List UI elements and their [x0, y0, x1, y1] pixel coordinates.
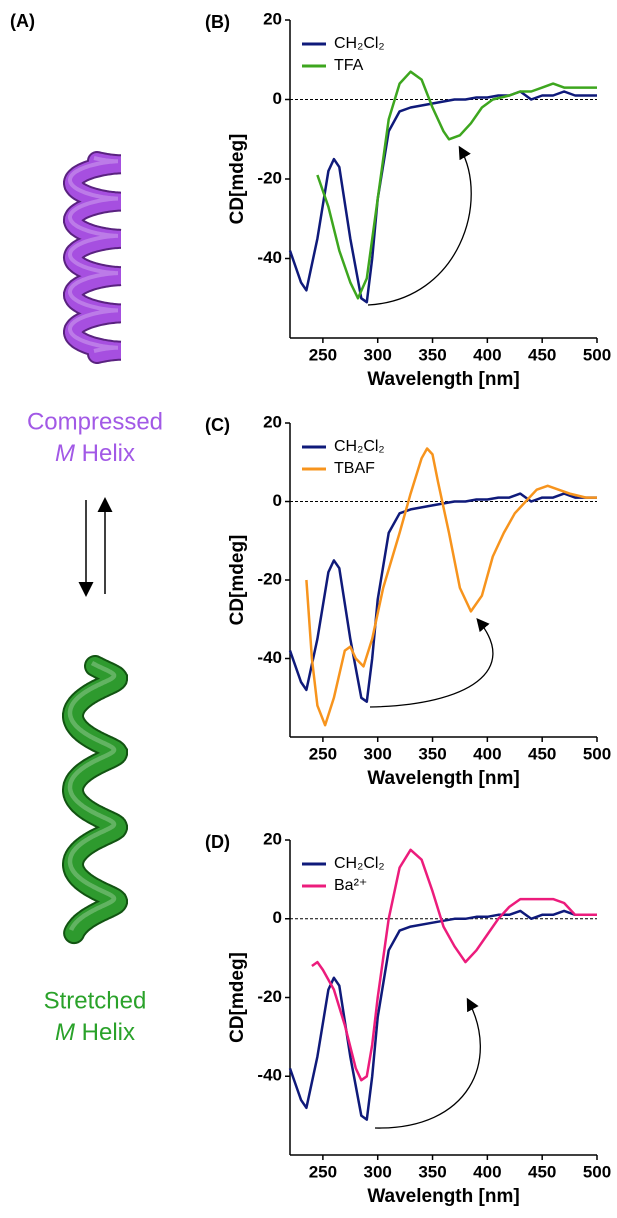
- y-tick-label: 0: [273, 89, 282, 108]
- y-axis-label: CD[mdeg]: [227, 952, 248, 1043]
- x-tick-label: 250: [309, 744, 337, 763]
- x-tick-label: 400: [473, 345, 501, 364]
- y-tick-label: -20: [257, 168, 282, 187]
- y-tick-label: 0: [273, 908, 282, 927]
- x-tick-label: 500: [583, 345, 611, 364]
- y-tick-label: 0: [273, 491, 282, 510]
- data-line: [288, 90, 597, 304]
- x-tick-label: 450: [528, 744, 556, 763]
- annotation-arrow: [369, 618, 494, 708]
- helix-tube: [64, 153, 121, 362]
- x-tick-label: 300: [364, 744, 392, 763]
- legend-label: CH₂Cl₂: [334, 855, 385, 872]
- helix-label: Helix: [82, 440, 135, 467]
- compressed-helix: [62, 151, 122, 364]
- helix-tube: [64, 657, 126, 943]
- y-tick-label: -40: [257, 1066, 282, 1085]
- x-tick-label: 250: [309, 345, 337, 364]
- x-tick-label: 400: [473, 1162, 501, 1181]
- y-tick-label: -40: [257, 648, 282, 667]
- x-tick-label: 400: [473, 744, 501, 763]
- x-tick-label: 350: [418, 345, 446, 364]
- panel-label: (B): [205, 12, 230, 32]
- legend-label: CH₂Cl₂: [334, 438, 385, 455]
- data-line: [305, 447, 597, 727]
- x-axis-label: Wavelength [nm]: [367, 1186, 519, 1207]
- y-tick-label: -20: [257, 987, 282, 1006]
- x-tick-label: 450: [528, 1162, 556, 1181]
- legend-label: TBAF: [334, 460, 375, 477]
- stretched-helix: [62, 655, 128, 945]
- helix-label: M: [55, 1019, 75, 1046]
- legend-label: CH₂Cl₂: [334, 35, 385, 52]
- x-tick-label: 350: [418, 744, 446, 763]
- y-tick-label: -20: [257, 569, 282, 588]
- x-tick-label: 300: [364, 345, 392, 364]
- helix-highlight: [67, 156, 118, 353]
- y-tick-label: 20: [263, 829, 282, 848]
- panel-label: (C): [205, 415, 230, 435]
- data-line: [316, 70, 597, 300]
- annotation-arrow: [374, 997, 481, 1129]
- x-tick-label: 500: [583, 744, 611, 763]
- helix-label: M: [55, 440, 75, 467]
- y-axis-label: CD[mdeg]: [227, 134, 248, 225]
- legend-label: TFA: [334, 57, 364, 74]
- helix-highlight: [67, 661, 117, 931]
- x-axis-label: Wavelength [nm]: [367, 369, 519, 390]
- y-tick-label: 20: [263, 9, 282, 28]
- helix-label: Stretched: [44, 987, 147, 1014]
- x-axis-label: Wavelength [nm]: [367, 768, 519, 789]
- panel-label: (A): [10, 11, 35, 31]
- data-line: [288, 909, 597, 1121]
- panel-label: (D): [205, 832, 230, 852]
- data-line: [288, 492, 597, 703]
- x-tick-label: 300: [364, 1162, 392, 1181]
- y-tick-label: 20: [263, 412, 282, 431]
- x-tick-label: 350: [418, 1162, 446, 1181]
- helix-label: Compressed: [27, 408, 163, 435]
- y-axis-label: CD[mdeg]: [227, 535, 248, 626]
- annotation-arrow: [367, 145, 472, 306]
- x-tick-label: 450: [528, 345, 556, 364]
- x-tick-label: 500: [583, 1162, 611, 1181]
- helix-label: Helix: [82, 1019, 135, 1046]
- y-tick-label: -40: [257, 248, 282, 267]
- legend-label: Ba²⁺: [334, 877, 367, 894]
- helix-label: M Helix: [55, 1019, 135, 1046]
- data-line: [311, 848, 597, 1082]
- x-tick-label: 250: [309, 1162, 337, 1181]
- helix-label: M Helix: [55, 440, 135, 467]
